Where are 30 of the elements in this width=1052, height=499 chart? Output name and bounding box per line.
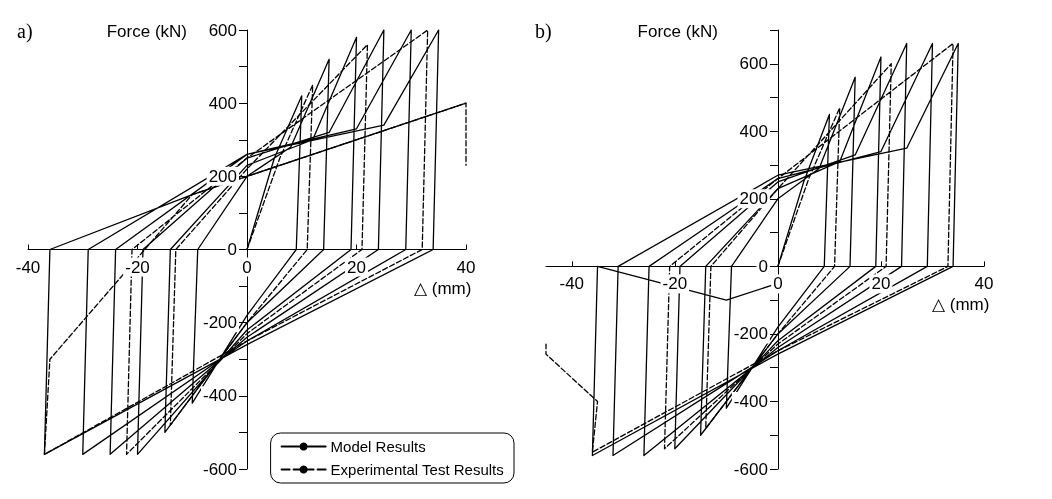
x-tick-label: 40: [974, 274, 994, 294]
y-tick-label: 400: [739, 121, 768, 141]
x-tick-label: -20: [662, 274, 688, 294]
y-tick-label: 0: [227, 240, 237, 259]
chart-title: a): [17, 20, 33, 43]
x-tick-label: 20: [871, 274, 891, 294]
y-tick-label: 600: [208, 20, 237, 40]
x-tick-label: -40: [15, 257, 41, 277]
legend-label: Experimental Test Results: [330, 461, 504, 478]
y-axis-title: Force (kN): [106, 22, 187, 41]
y-tick-label: 400: [208, 93, 237, 113]
y-tick-label: -200: [202, 313, 237, 333]
y-tick-label: -400: [733, 391, 768, 411]
y-tick-label: 200: [739, 189, 768, 209]
x-axis-title: △ (mm): [414, 278, 472, 298]
x-tick-label: 40: [456, 257, 476, 277]
y-tick-label: -600: [202, 459, 237, 479]
legend-label: Model Results: [330, 438, 426, 455]
y-tick-label: -600: [733, 459, 768, 479]
y-tick-label: 600: [739, 54, 768, 74]
x-tick-label: 20: [347, 257, 366, 277]
y-tick-label: -400: [202, 386, 237, 406]
y-tick-label: 200: [208, 166, 237, 186]
chart-title: b): [535, 20, 552, 43]
x-axis-title: △ (mm): [932, 295, 990, 315]
x-tick-label: -40: [559, 274, 585, 294]
y-tick-label: -200: [733, 324, 768, 344]
y-axis-title: Force (kN): [637, 22, 718, 41]
x-tick-label: -20: [125, 257, 150, 277]
x-tick-label: 0: [242, 257, 252, 277]
